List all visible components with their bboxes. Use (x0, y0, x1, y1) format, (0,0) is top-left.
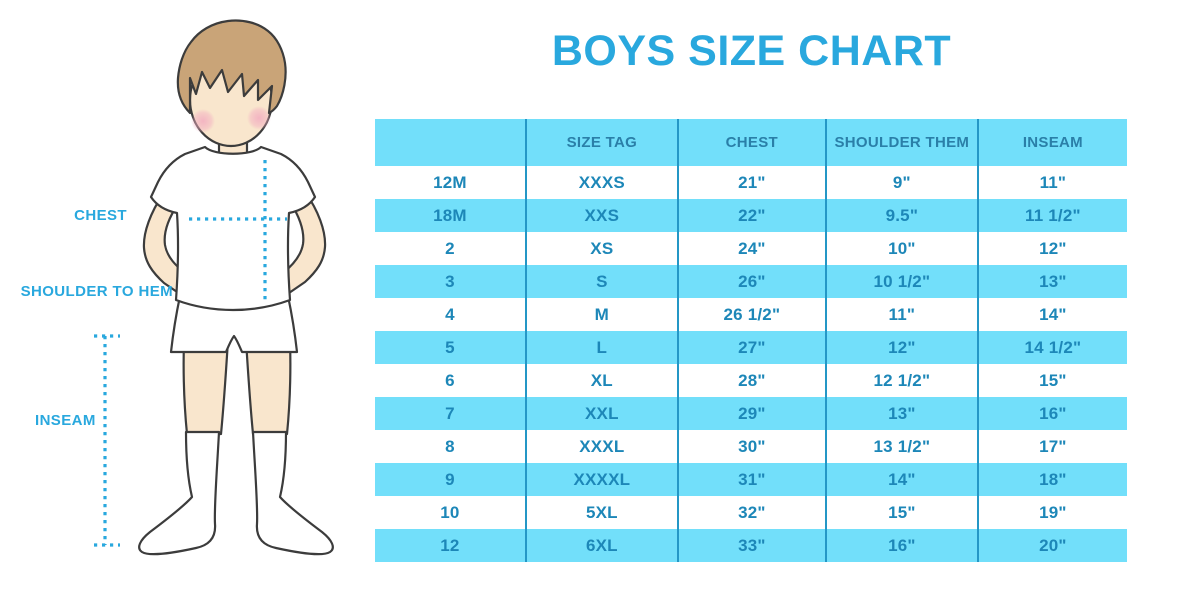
boy-left-cheek (191, 109, 215, 133)
header-cell-0 (375, 119, 527, 166)
table-cell: 7 (375, 397, 527, 430)
table-cell: 2 (375, 232, 527, 265)
table-cell: 6XL (527, 529, 679, 562)
header-cell-3: SHOULDER THEM (827, 119, 979, 166)
table-cell: 29" (679, 397, 827, 430)
size-table: SIZE TAG CHEST SHOULDER THEM INSEAM 12M XXXS… (375, 119, 1127, 562)
table-cell: 8 (375, 430, 527, 463)
boy-shorts (169, 294, 299, 354)
boy-illustration (94, 19, 334, 556)
table-cell: 17" (1039, 436, 1067, 456)
table-cell: 13" (1039, 271, 1067, 291)
boy-right-sock (251, 430, 334, 556)
table-cell: 5 (375, 331, 527, 364)
boy-right-leg (244, 338, 292, 436)
table-cell: 18M (375, 199, 527, 232)
table-cell: 21" (679, 166, 827, 199)
table-cell: 4 (375, 298, 527, 331)
table-row-5: 5 L 27" 12" 14 1/2" (375, 331, 1127, 364)
table-cell: XXXL (527, 430, 679, 463)
table-cell: 5XL (527, 496, 679, 529)
measurement-diagram: CHEST SHOULDER TO HEM INSEAM (0, 0, 375, 600)
table-cell: 10 (375, 496, 527, 529)
table-row-4: 4 M 26 1/2" 11" 14" (375, 298, 1127, 331)
table-cell: 12" (827, 331, 979, 364)
table-body: 12M XXXS 21" 9" 11" 18M XXS 22" 9.5" 11 1/2" 2 XS 24… (375, 166, 1127, 562)
table-cell: 10 1/2" (827, 265, 979, 298)
header-cell-4: INSEAM (1022, 134, 1083, 151)
table-cell: 9.5" (827, 199, 979, 232)
boy-left-sock (138, 430, 221, 556)
table-cell: XS (527, 232, 679, 265)
header-cell-2: CHEST (679, 119, 827, 166)
table-cell: S (527, 265, 679, 298)
page-title: BOYS SIZE CHART (551, 27, 952, 75)
measurement-dotted-lines (94, 160, 287, 547)
table-cell: 3 (375, 265, 527, 298)
table-cell: 27" (679, 331, 827, 364)
table-cell: 14" (1039, 304, 1067, 324)
table-row-6: 6 XL 28" 12 1/2" 15" (375, 364, 1127, 397)
table-cell: 30" (679, 430, 827, 463)
table-cell: XXXS (527, 166, 679, 199)
table-cell: 13 1/2" (827, 430, 979, 463)
table-cell: 24" (679, 232, 827, 265)
table-row-10: 10 5XL 32" 15" 19" (375, 496, 1127, 529)
table-cell: 33" (679, 529, 827, 562)
chest-measure-label: CHEST (74, 207, 127, 224)
table-cell: XL (527, 364, 679, 397)
shoulder-to-hem-measure-label: SHOULDER TO HEM (20, 283, 173, 300)
table-row-0: 12M XXXS 21" 9" 11" (375, 166, 1127, 199)
table-cell: 11" (827, 298, 979, 331)
table-cell: 12M (375, 166, 527, 199)
table-cell: L (527, 331, 679, 364)
table-cell: 11 1/2" (1024, 205, 1081, 225)
table-cell: 19" (1039, 502, 1067, 522)
table-row-8: 8 XXXL 30" 13 1/2" 17" (375, 430, 1127, 463)
header-cell-1: SIZE TAG (527, 119, 679, 166)
table-cell: 12 1/2" (827, 364, 979, 397)
boy-right-cheek (247, 106, 271, 130)
table-row-9: 9 XXXXL 31" 14" 18" (375, 463, 1127, 496)
table-cell: 18" (1039, 469, 1067, 489)
table-cell: M (527, 298, 679, 331)
table-cell: 6 (375, 364, 527, 397)
boy-hair (176, 19, 287, 115)
table-cell: 12" (1039, 238, 1067, 258)
table-cell: XXS (527, 199, 679, 232)
boy-tshirt (149, 145, 317, 312)
table-cell: 11" (1039, 172, 1067, 192)
table-cell: 20" (1039, 535, 1067, 555)
table-cell: 16" (1039, 403, 1067, 423)
table-cell: 15" (827, 496, 979, 529)
table-row-2: 2 XS 24" 10" 12" (375, 232, 1127, 265)
boy-figure (138, 52, 334, 556)
table-row-7: 7 XXL 29" 13" 16" (375, 397, 1127, 430)
table-cell: 31" (679, 463, 827, 496)
table-cell: 14 1/2" (1024, 337, 1082, 357)
table-cell: 28" (679, 364, 827, 397)
table-cell: 10" (827, 232, 979, 265)
table-cell: 16" (827, 529, 979, 562)
table-cell: 12 (375, 529, 527, 562)
table-cell: 26" (679, 265, 827, 298)
table-cell: 26 1/2" (679, 298, 827, 331)
table-cell: 9 (375, 463, 527, 496)
table-header-row: SIZE TAG CHEST SHOULDER THEM INSEAM (375, 119, 1127, 166)
table-row-1: 18M XXS 22" 9.5" 11 1/2" (375, 199, 1127, 232)
boy-left-leg (182, 338, 230, 436)
table-cell: XXXXL (527, 463, 679, 496)
table-cell: 32" (679, 496, 827, 529)
table-row-3: 3 S 26" 10 1/2" 13" (375, 265, 1127, 298)
table-cell: XXL (527, 397, 679, 430)
table-row-11: 12 6XL 33" 16" 20" (375, 529, 1127, 562)
table-cell: 13" (827, 397, 979, 430)
table-cell: 14" (827, 463, 979, 496)
table-cell: 15" (1039, 370, 1067, 390)
table-cell: 22" (679, 199, 827, 232)
table-cell: 9" (827, 166, 979, 199)
inseam-measure-label: INSEAM (35, 412, 96, 429)
